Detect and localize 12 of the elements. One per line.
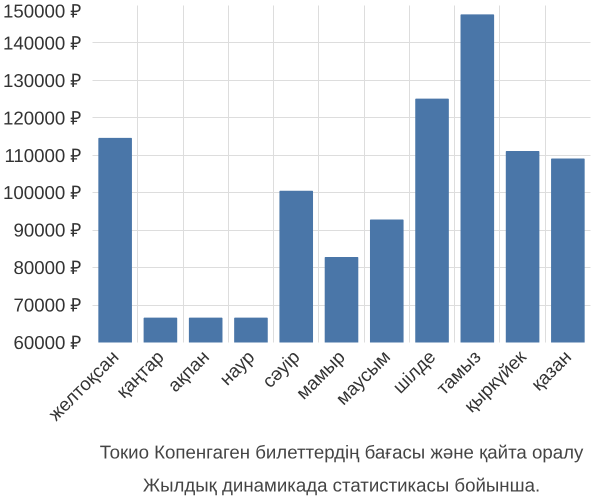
y-tick-label: 70000 ₽ — [13, 294, 82, 316]
y-tick-label: 150000 ₽ — [3, 0, 82, 22]
y-tick-label: 60000 ₽ — [13, 332, 82, 353]
y-tick-label: 110000 ₽ — [4, 144, 82, 166]
text: Токио Копенгаген билеттердің бағасы және қайта оралу — [100, 442, 584, 462]
y-tick-label: 140000 ₽ — [3, 32, 82, 54]
text: Жылдық динамикада статистикасы бойынша. — [142, 474, 540, 496]
y-tick-label: 80000 ₽ — [13, 257, 82, 278]
y-tick-label: 90000 ₽ — [13, 220, 82, 241]
y-tick-label: 120000 ₽ — [3, 107, 82, 128]
y-tick-label: 100000 ₽ — [3, 182, 82, 204]
y-tick-label: 130000 ₽ — [3, 70, 82, 91]
